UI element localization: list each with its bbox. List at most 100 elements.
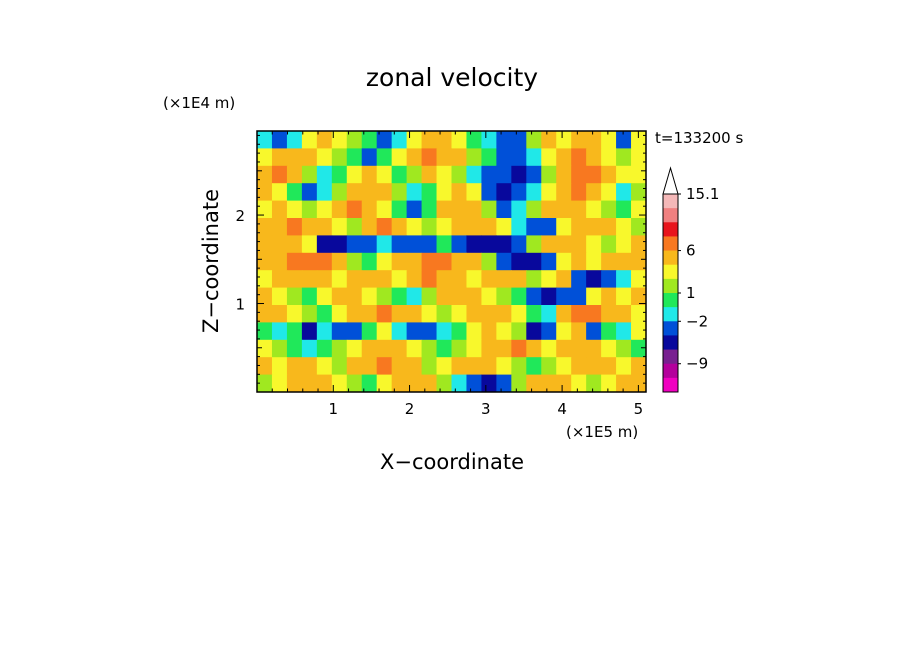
field-cell [257,357,273,376]
field-cell [286,148,303,167]
field-cell [481,322,497,341]
field-cell [616,235,632,254]
field-cell [436,270,453,289]
field-cell [257,322,273,341]
field-cell [301,165,318,184]
field-cell [286,322,303,341]
x-axis: 1 2 3 4 5 [271,131,644,418]
colorbar-swatch [663,335,678,350]
field-cell [436,218,453,236]
field-cell [436,374,453,392]
field-cell [257,374,273,392]
field-cell [496,148,512,167]
field-cell [286,131,303,149]
field-cell [556,252,572,271]
field-cell [361,200,378,219]
field-cell [631,183,646,202]
field-cell [466,200,483,219]
field-cell [406,183,423,202]
field-cell [496,374,512,392]
field-cell [391,339,408,358]
field-cell [346,252,363,271]
field-cell [391,200,408,219]
field-cell [286,200,303,219]
field-cell [586,322,602,341]
field-cell [301,270,318,289]
field-cell [271,287,288,306]
field-cell [286,165,303,184]
field-cell [376,165,393,184]
field-cell [586,339,602,358]
field-cell [451,305,468,323]
field-cell [257,339,273,358]
field-cell [316,287,333,306]
field-cell [376,148,393,167]
field-cell [571,183,587,202]
colorbar-swatch [663,363,678,379]
field-cell [257,200,273,219]
field-cell [406,322,423,341]
colorbar-label: 6 [686,242,696,260]
field-cell [406,357,423,376]
field-cell [421,235,438,254]
field-cell [466,131,483,149]
field-cell [571,287,587,306]
field-cell [346,287,363,306]
time-label: t=133200 s [655,129,743,147]
field-cell [406,305,423,323]
field-cell [496,322,512,341]
field-cell [586,183,602,202]
field-cell [346,183,363,202]
x-tick-label: 5 [634,400,644,418]
field-cell [331,322,348,341]
field-cell [631,305,646,323]
field-cell [376,357,393,376]
field-cell [286,270,303,289]
field-cell [511,200,527,219]
field-cell [571,252,587,271]
field-cell [286,357,303,376]
x-tick-label: 4 [557,400,567,418]
field-cell [466,252,483,271]
colorbar-swatch [663,264,678,280]
field-cell [331,218,348,236]
field-cell [571,165,587,184]
field-cell [571,374,587,392]
field-cell [631,339,646,358]
field-cell [421,339,438,358]
field-cell [316,252,333,271]
field-cell [376,200,393,219]
field-cell [271,183,288,202]
field-cell [331,131,348,149]
field-cell [451,165,468,184]
field-cell [376,235,393,254]
field-cell [436,357,453,376]
field-cell [631,357,646,376]
field-cell [571,200,587,219]
field-cell [451,131,468,149]
field-cell [271,165,288,184]
colorbar-swatch [663,222,678,237]
field-cell [541,235,557,254]
field-cell [526,235,542,254]
field-cell [511,165,527,184]
field-cell [571,305,587,323]
field-cell [346,270,363,289]
field-cell [541,374,557,392]
field-cell [451,374,468,392]
field-cell [436,322,453,341]
chart-title: zonal velocity [366,63,538,92]
field-cell [301,183,318,202]
field-cell [391,270,408,289]
field-cell [301,305,318,323]
field-cell [316,357,333,376]
field-cell [406,252,423,271]
field-cell [316,183,333,202]
field-cell [496,235,512,254]
y-tick-label: 1 [235,296,245,314]
field-cell [451,270,468,289]
field-cell [601,252,617,271]
field-cell [391,235,408,254]
field-cell [316,218,333,236]
field-cell [257,148,273,167]
